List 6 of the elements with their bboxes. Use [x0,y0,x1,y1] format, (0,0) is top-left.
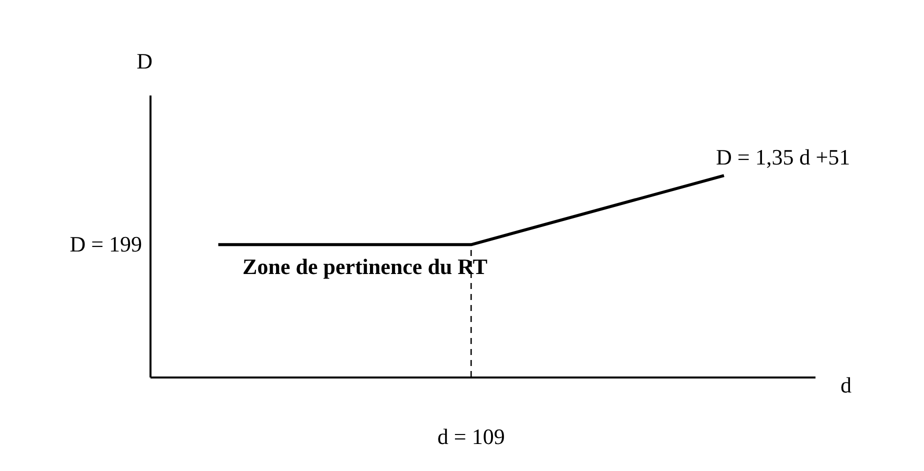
y-axis-title: D [136,48,152,74]
annotation: Zone de pertinence du RT [242,254,488,279]
x-axis-title: d [840,372,852,398]
text: D = 1,35 d +51 [716,144,850,170]
text: d = 109 [437,424,505,449]
text: D = 199 [70,232,142,257]
